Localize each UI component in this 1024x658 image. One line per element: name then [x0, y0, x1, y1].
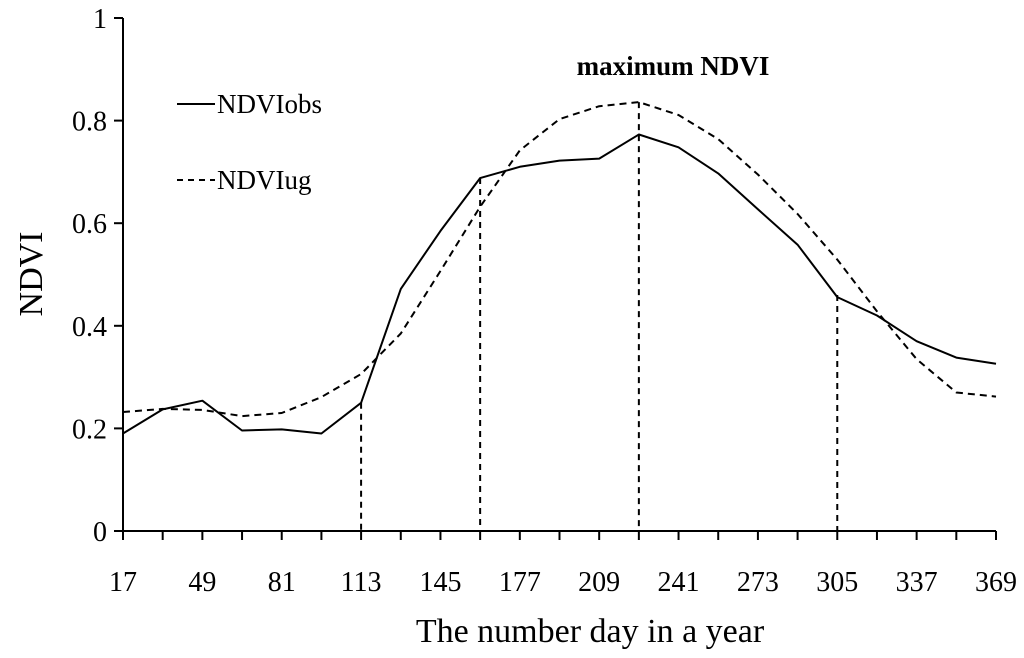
x-tick-label: 81 — [268, 567, 296, 598]
legend-label-ndviobs: NDVIobs — [217, 89, 322, 119]
legend: NDVIobs NDVIug — [177, 89, 322, 195]
y-tick-label: 1 — [93, 4, 107, 35]
series-line-ndviobs — [122, 133, 997, 435]
vertical-markers — [360, 102, 839, 531]
y-tick-label: 0.6 — [72, 209, 107, 240]
x-tick-label: 145 — [419, 567, 461, 598]
x-tick-label: 241 — [658, 567, 700, 598]
x-tick-label: 209 — [578, 567, 620, 598]
x-tick-label: 49 — [188, 567, 216, 598]
y-tick-label: 0.8 — [72, 107, 107, 138]
x-tick-label: 273 — [737, 567, 779, 598]
series-line-ndviug — [122, 101, 997, 418]
y-ticks: 0 0.2 0.4 0.6 0.8 1 — [72, 4, 123, 548]
x-tick-label: 369 — [975, 567, 1017, 598]
x-tick-label: 17 — [109, 567, 137, 598]
y-axis-title: NDVI — [13, 232, 50, 317]
x-axis-title: The number day in a year — [416, 613, 765, 650]
x-tick-label: 177 — [499, 567, 541, 598]
y-tick-label: 0.2 — [72, 414, 107, 445]
x-ticks: 17 49 81 113 145 177 209 241 273 305 337 369 — [109, 531, 1017, 598]
x-tick-label: 337 — [896, 567, 938, 598]
legend-label-ndviug: NDVIug — [217, 165, 312, 195]
y-tick-label: 0 — [93, 517, 107, 548]
annotation-maximum-ndvi: maximum NDVI — [577, 51, 770, 81]
series-lines — [122, 101, 997, 435]
y-tick-label: 0.4 — [72, 312, 107, 343]
x-tick-label: 305 — [816, 567, 858, 598]
x-tick-label: 113 — [341, 567, 382, 598]
